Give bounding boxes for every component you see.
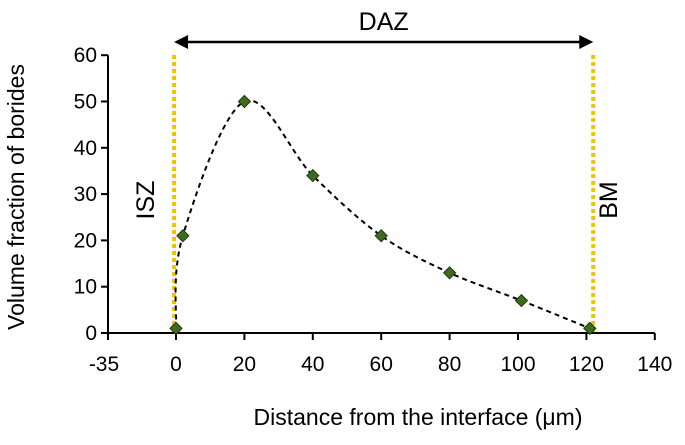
- data-point: [176, 229, 190, 243]
- daz-arrow-left-head: [174, 35, 189, 49]
- y-tick-label: 50: [74, 91, 97, 114]
- bm-label: BM: [595, 181, 623, 219]
- isz-label: ISZ: [132, 181, 160, 220]
- y-tick-label: 40: [74, 137, 97, 160]
- data-point: [237, 94, 252, 109]
- data-point: [442, 266, 457, 280]
- x-tick-label: 140: [637, 353, 672, 376]
- y-tick-label: 30: [74, 183, 97, 206]
- x-axis-title: Distance from the interface (μm): [254, 404, 583, 430]
- series-line: [174, 99, 591, 330]
- x-tick-label: 100: [500, 353, 535, 376]
- y-tick-label: 60: [74, 44, 97, 67]
- x-tick-label: 120: [569, 353, 604, 376]
- y-tick-label: 0: [85, 322, 97, 345]
- y-tick-label: 10: [74, 276, 97, 299]
- y-tick-label: 20: [74, 229, 97, 252]
- x-tick-label: 40: [301, 353, 324, 376]
- data-point: [583, 321, 597, 336]
- y-axis-title: Volume fraction of borides: [3, 64, 29, 330]
- x-tick-label: 0: [170, 353, 182, 376]
- data-point: [306, 168, 320, 183]
- x-tick-label: 80: [438, 353, 461, 376]
- x-tick-label: 60: [370, 353, 393, 376]
- data-point: [514, 293, 529, 308]
- daz-label: DAZ: [359, 8, 409, 36]
- daz-arrow-right-head: [579, 35, 594, 49]
- x-tick-label: 20: [233, 353, 256, 376]
- data-point: [169, 321, 183, 336]
- data-point: [374, 229, 388, 243]
- x-tick-label: -35: [89, 353, 119, 376]
